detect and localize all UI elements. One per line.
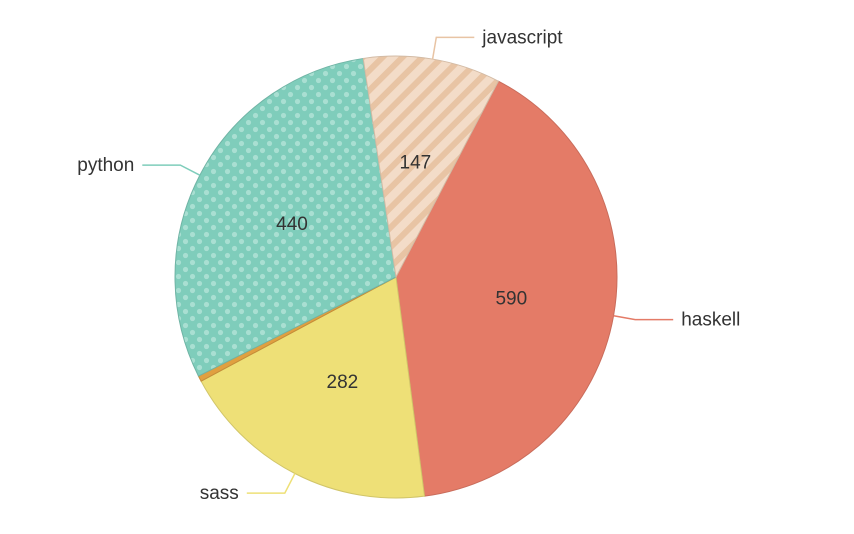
pie-category-labels: haskell sass python javascript	[77, 27, 740, 504]
pie-value-label-haskell: 590	[495, 289, 527, 310]
pie-category-label-haskell: haskell	[681, 310, 740, 331]
pie-value-label-python: 440	[276, 214, 308, 235]
pie-leader-line-python	[142, 164, 201, 176]
pie-value-label-javascript: 147	[400, 153, 432, 174]
pie-value-label-sass: 282	[327, 372, 359, 393]
pie-slice-python[interactable]	[174, 57, 397, 377]
pie-leader-line-sass	[246, 473, 296, 494]
pie-leader-line-javascript	[431, 36, 475, 60]
pie-leader-lines	[142, 36, 674, 494]
pie-slice-haskell[interactable]	[395, 80, 618, 497]
pie-category-label-python: python	[77, 155, 134, 176]
pie-leader-line-haskell	[613, 314, 674, 321]
pie-value-labels: 590 282 440 147	[276, 153, 527, 394]
pie-slices	[174, 55, 618, 499]
pie-category-label-sass: sass	[200, 483, 239, 504]
pie-category-label-javascript: javascript	[481, 27, 563, 48]
